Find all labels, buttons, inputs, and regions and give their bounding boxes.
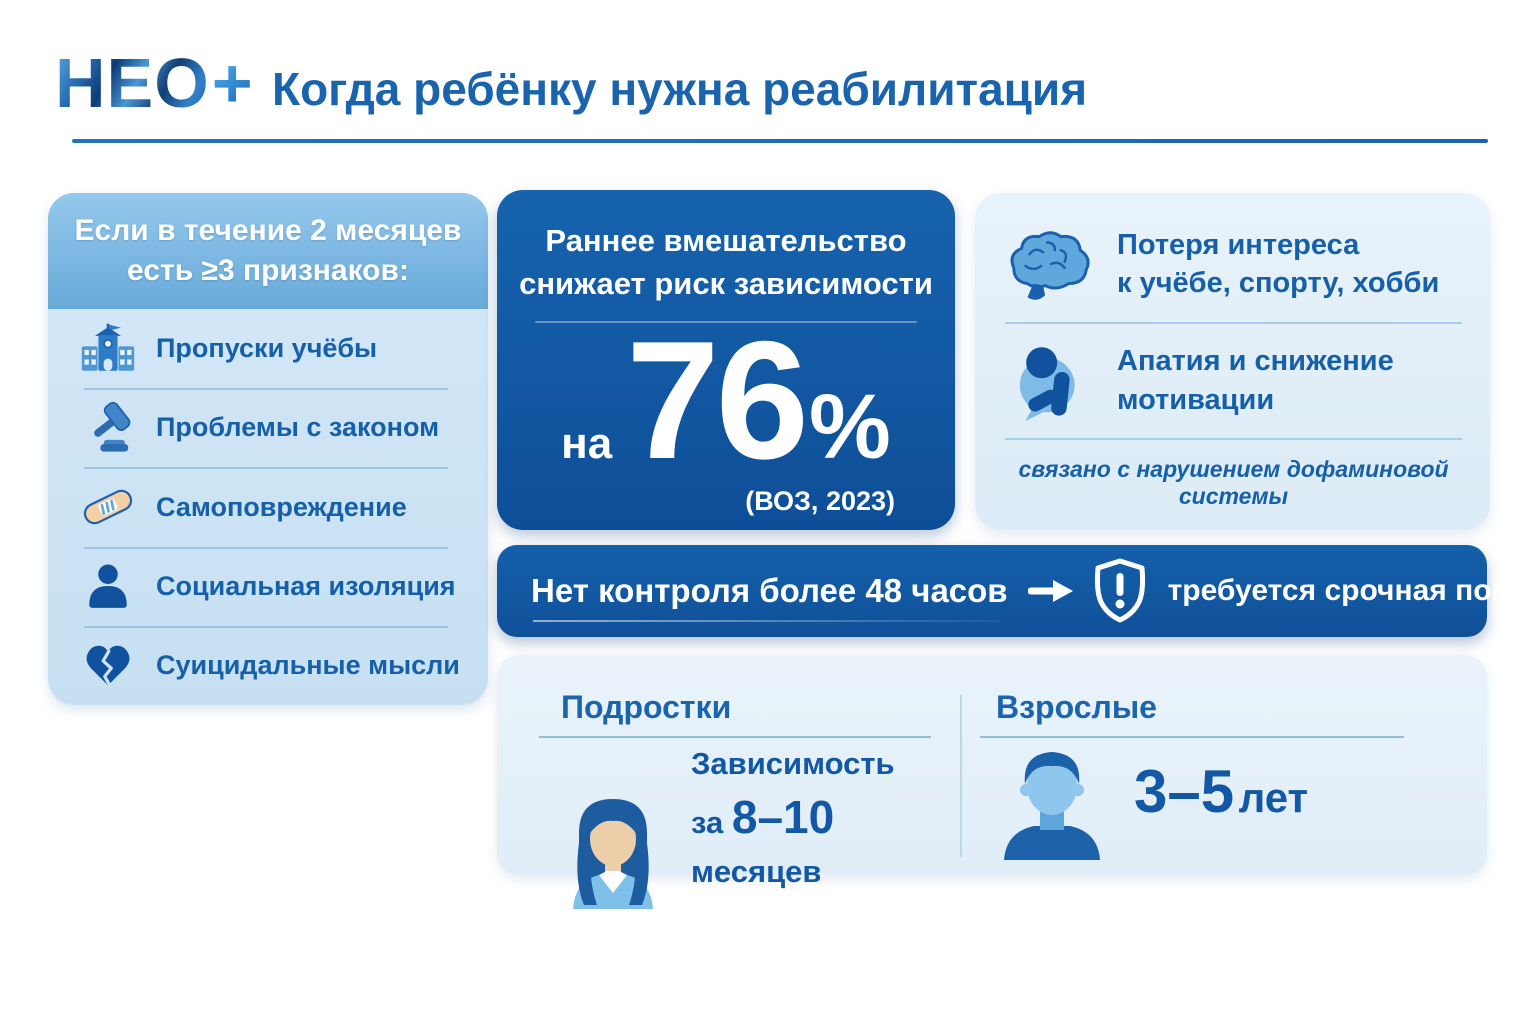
- teens-title-rule: [539, 736, 931, 738]
- teen-girl-avatar: [561, 787, 665, 910]
- adult-man-avatar: [996, 742, 1108, 860]
- timeline-divider: [960, 695, 962, 857]
- list-item-law-problems: Проблемы с законом: [48, 388, 488, 467]
- page-title-rest: нужна реабилитация: [596, 63, 1088, 115]
- bandage-icon: [80, 479, 136, 535]
- list-item-suicidal-thoughts: Суицидальные мысли: [48, 625, 488, 705]
- adults-title-rule: [980, 736, 1404, 738]
- logo: НЕО+: [55, 48, 254, 118]
- list-item-apathy: Апатия и снижение мотивации: [1003, 324, 1464, 439]
- adults-duration-value: 3–5: [1134, 758, 1235, 825]
- stat-value-row: на 76 %: [497, 305, 955, 494]
- logo-plus-icon: +: [211, 44, 254, 122]
- gavel-icon: [80, 400, 136, 456]
- signs-panel-header: Если в течение 2 месяцев есть ≥3 признак…: [48, 193, 488, 309]
- header-divider: [72, 139, 1488, 143]
- list-item-interest-loss: Потеря интереса к учёбе, спорту, хобби: [1003, 207, 1464, 322]
- symptom-divider: [1005, 438, 1462, 440]
- stat-title-line1: Раннее вмешательство: [545, 223, 907, 258]
- list-item-social-isolation: Социальная изоляция: [48, 546, 488, 626]
- stat-percent-sign: %: [809, 375, 891, 478]
- teens-text: Зависимость за 8–10 месяцев: [691, 746, 895, 889]
- arrow-right-icon: [1027, 578, 1074, 604]
- sign-label: Пропуски учёбы: [156, 333, 378, 364]
- stat-panel: Раннее вмешательство снижает риск зависи…: [497, 190, 955, 530]
- shield-exclamation-icon: [1090, 557, 1150, 625]
- sign-label: Проблемы с законом: [156, 412, 440, 443]
- broken-heart-icon: [80, 637, 136, 693]
- alert-banner: Нет контроля более 48 часов требуется ср…: [497, 545, 1536, 637]
- adults-title: Взрослые: [996, 689, 1157, 725]
- page-title: Когда ребёнку нужна реабилитация: [272, 63, 1087, 116]
- sign-label: Самоповреждение: [156, 491, 407, 522]
- school-icon: [80, 321, 136, 377]
- signs-header-line2: есть ≥3 признаков:: [127, 254, 409, 287]
- symptom-text: Апатия и снижение мотивации: [1117, 345, 1394, 416]
- signs-header-line1: Если в течение 2 месяцев: [74, 214, 462, 248]
- alert-left-text: Нет контроля более 48 часов: [531, 572, 1008, 622]
- symptoms-panel: Потеря интереса к учёбе, спорту, хобби А…: [975, 193, 1490, 530]
- stat-value: 76: [626, 305, 809, 494]
- symptom-divider: [1005, 321, 1462, 324]
- alert-right-text: требуется срочная помощь: [1167, 574, 1536, 607]
- teens-title: Подростки: [561, 689, 732, 725]
- symptoms-footnote: связано с нарушением дофаминовой системы: [1018, 456, 1449, 509]
- apathy-icon: [1003, 339, 1095, 423]
- teens-column: Подростки Зависимость: [497, 655, 960, 910]
- stat-title-line2: снижает риск зависимости: [519, 265, 933, 301]
- sign-label: Суицидальные мысли: [156, 649, 460, 680]
- stat-title: Раннее вмешательство снижает риск зависи…: [497, 190, 955, 306]
- list-item-school-absence: Пропуски учёбы: [48, 309, 488, 388]
- stat-divider: [535, 320, 917, 323]
- person-icon: [80, 558, 136, 614]
- symptom-text: Потеря интереса к учёбе, спорту, хобби: [1117, 228, 1440, 300]
- teens-duration-value: 8–10: [731, 791, 835, 844]
- signs-list: Пропуски учёбы Проблемы с законом: [48, 309, 488, 705]
- list-item-self-harm: Самоповреждение: [48, 467, 488, 546]
- adults-text: 3–5 лет: [1134, 758, 1309, 825]
- stat-source: (ВОЗ, 2023): [745, 485, 895, 516]
- timeline-panel: Подростки Зависимость: [497, 655, 1487, 910]
- adults-column: Взрослые 3–5 лет: [960, 655, 1487, 875]
- brain-icon: [1003, 222, 1095, 306]
- logo-neo-text: НЕО: [55, 44, 210, 122]
- signs-panel: Если в течение 2 месяцев есть ≥3 признак…: [48, 193, 488, 705]
- page-title-strong: Когда ребёнку: [272, 63, 597, 115]
- stat-prefix: на: [561, 418, 613, 468]
- sign-label: Социальная изоляция: [156, 570, 456, 601]
